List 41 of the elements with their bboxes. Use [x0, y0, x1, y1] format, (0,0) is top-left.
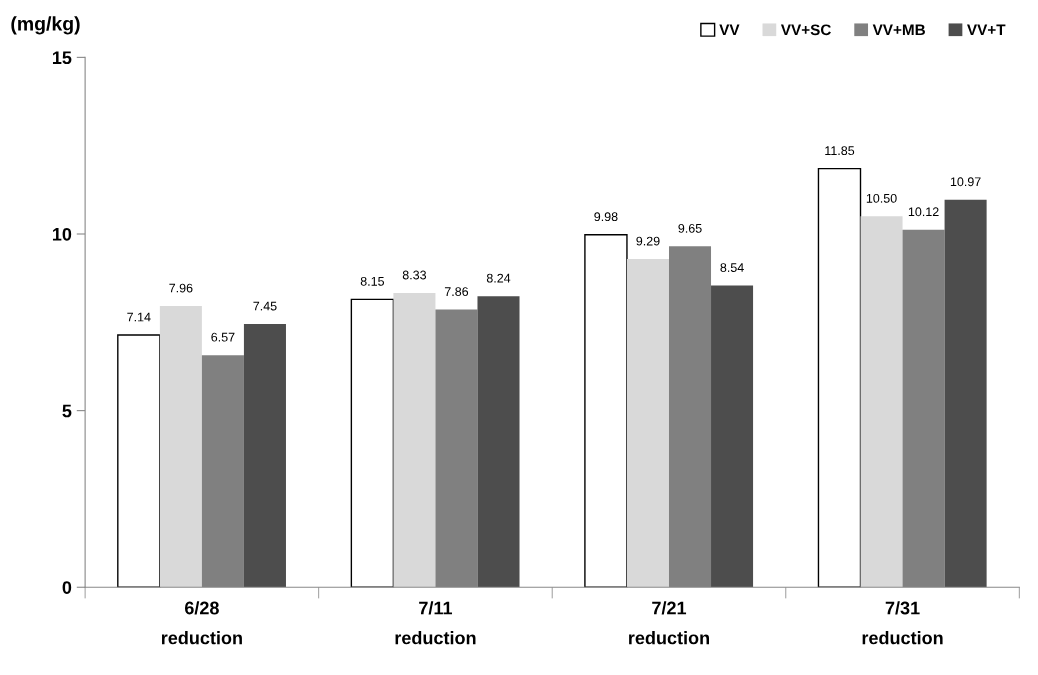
x-tick-label: 7/31 reduction: [862, 601, 943, 645]
text: 7.86: [444, 287, 469, 297]
x-tick-label: 7/11 reduction: [395, 601, 476, 645]
text: 9.98: [594, 212, 618, 222]
bar: [350, 298, 395, 588]
text: 7.45: [253, 301, 277, 311]
text: 8.33: [402, 270, 427, 280]
text: 8.24: [486, 273, 511, 283]
text: 9.65: [678, 223, 702, 233]
bar: [944, 199, 987, 588]
bar: [159, 306, 202, 588]
legend-label: VV+T: [967, 24, 1006, 36]
bar: [243, 324, 286, 588]
bar: [817, 167, 862, 588]
text: 6.57: [211, 332, 235, 342]
x-tick-label: 6/28 reduction: [161, 601, 242, 645]
text: 9.29: [636, 236, 660, 246]
bar: [860, 216, 903, 588]
y-tick-label: 10: [52, 227, 72, 241]
legend-label: VV: [719, 24, 740, 36]
y-axis-title: (mg/kg): [11, 16, 80, 35]
bar: [711, 285, 754, 588]
text: 11.85: [825, 146, 855, 156]
y-tick-label: 15: [52, 51, 72, 65]
bar: [117, 334, 161, 588]
text: 7.96: [169, 283, 193, 293]
bar: [584, 234, 628, 588]
bar: [626, 259, 669, 588]
x-tick-label: 7/21 reduction: [629, 601, 709, 645]
y-tick-label: 5: [62, 404, 72, 418]
y-tick-label: 0: [62, 581, 72, 594]
text: 8.15: [360, 276, 385, 286]
bar: [393, 292, 436, 588]
legend-label: VV+SC: [780, 24, 831, 36]
legend-label: VV+MB: [872, 24, 925, 36]
text: 8.54: [720, 263, 744, 272]
bar: [477, 296, 520, 588]
text: 10.50: [866, 193, 897, 203]
text: 10.12: [908, 207, 939, 217]
text: 7.14: [127, 312, 151, 322]
text: 10.97: [950, 177, 981, 187]
